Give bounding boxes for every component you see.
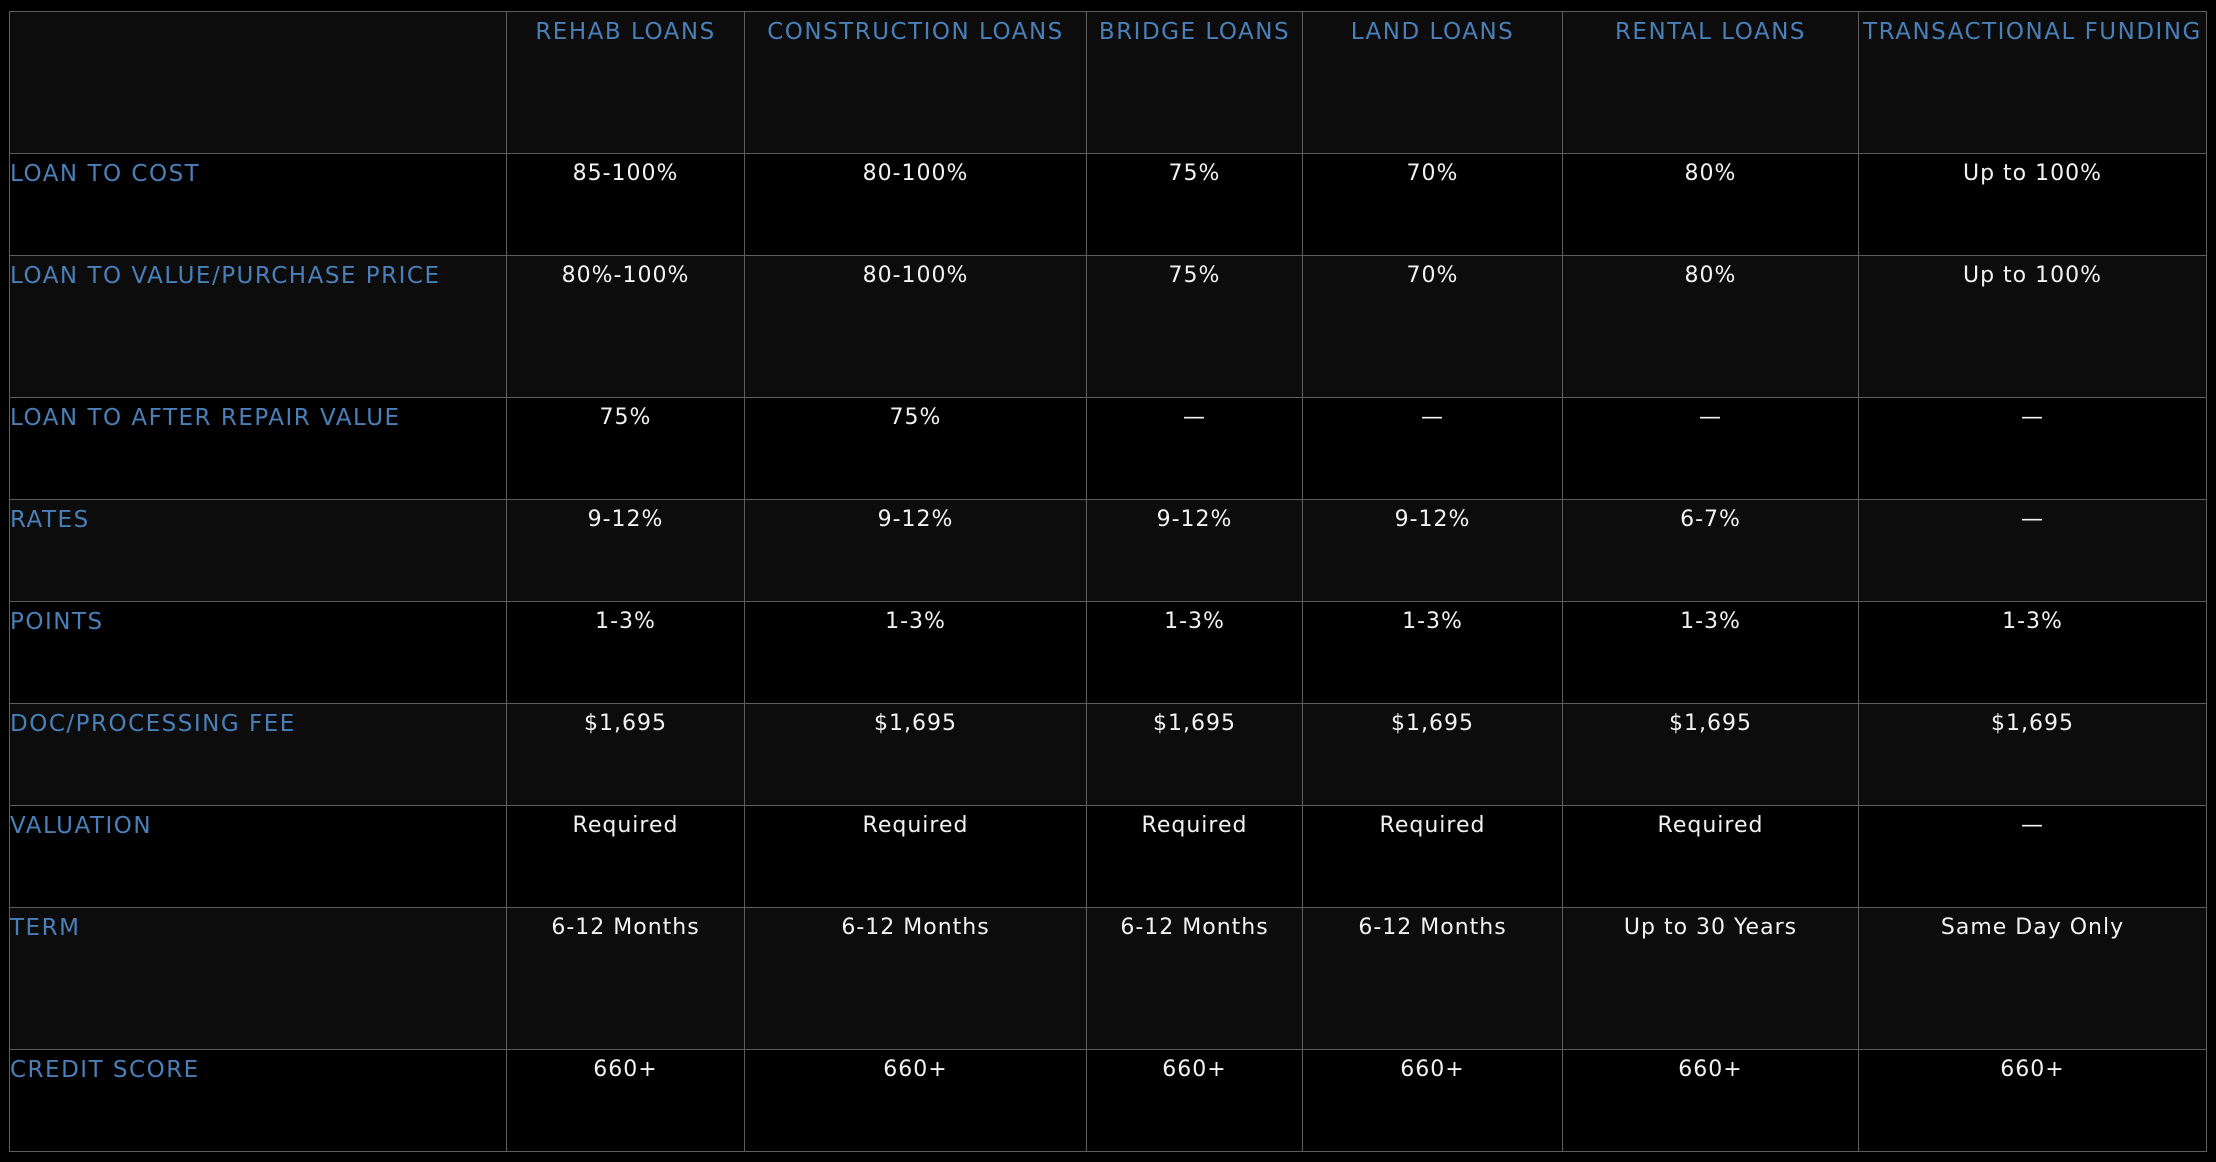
table-cell: 6-12 Months <box>744 907 1087 1050</box>
table-cell: 70% <box>1302 153 1563 256</box>
table-cell: 70% <box>1302 255 1563 398</box>
row-label-rates: RATES <box>9 499 507 602</box>
table-cell: Required <box>506 805 745 908</box>
row-label-term: TERM <box>9 907 507 1050</box>
row-label-loan-to-value: LOAN TO VALUE/PURCHASE PRICE <box>9 255 507 398</box>
table-row-loan-to-cost: LOAN TO COST 85-100% 80-100% 75% 70% 80%… <box>9 153 2207 256</box>
table-cell: $1,695 <box>1086 703 1303 806</box>
table-cell: 1-3% <box>506 601 745 704</box>
table-cell: 660+ <box>1086 1049 1303 1152</box>
table-cell: 6-12 Months <box>1086 907 1303 1050</box>
table-cell: 80% <box>1562 255 1859 398</box>
table-cell: 75% <box>1086 255 1303 398</box>
table-row-credit-score: CREDIT SCORE 660+ 660+ 660+ 660+ 660+ 66… <box>9 1049 2207 1152</box>
table-cell: 1-3% <box>744 601 1087 704</box>
table-cell: 660+ <box>1302 1049 1563 1152</box>
table-cell: — <box>1562 397 1859 500</box>
loan-comparison-table: REHAB LOANS CONSTRUCTION LOANS BRIDGE LO… <box>9 11 2207 1152</box>
column-header-transactional-funding: TRANSACTIONAL FUNDING <box>1858 11 2207 154</box>
table-cell: 80%-100% <box>506 255 745 398</box>
table-cell: 1-3% <box>1302 601 1563 704</box>
column-header-rental-loans: RENTAL LOANS <box>1562 11 1859 154</box>
loan-comparison-table-wrapper: REHAB LOANS CONSTRUCTION LOANS BRIDGE LO… <box>9 11 2207 1154</box>
table-cell: $1,695 <box>1562 703 1859 806</box>
table-row-rates: RATES 9-12% 9-12% 9-12% 9-12% 6-7% — <box>9 499 2207 602</box>
table-cell: 1-3% <box>1562 601 1859 704</box>
table-cell: 6-12 Months <box>1302 907 1563 1050</box>
table-cell: — <box>1858 397 2207 500</box>
table-row-loan-to-after-repair-value: LOAN TO AFTER REPAIR VALUE 75% 75% — — —… <box>9 397 2207 500</box>
table-cell: Up to 30 Years <box>1562 907 1859 1050</box>
table-cell: 660+ <box>744 1049 1087 1152</box>
table-cell: 80-100% <box>744 255 1087 398</box>
table-cell: Up to 100% <box>1858 153 2207 256</box>
table-cell: 1-3% <box>1086 601 1303 704</box>
row-label-doc-processing-fee: DOC/PROCESSING FEE <box>9 703 507 806</box>
table-cell: 85-100% <box>506 153 745 256</box>
table-cell: 9-12% <box>1086 499 1303 602</box>
table-cell: Same Day Only <box>1858 907 2207 1050</box>
table-row-points: POINTS 1-3% 1-3% 1-3% 1-3% 1-3% 1-3% <box>9 601 2207 704</box>
table-cell: 660+ <box>1858 1049 2207 1152</box>
table-cell: Required <box>1086 805 1303 908</box>
column-header-land-loans: LAND LOANS <box>1302 11 1563 154</box>
table-cell: $1,695 <box>1858 703 2207 806</box>
table-row-doc-processing-fee: DOC/PROCESSING FEE $1,695 $1,695 $1,695 … <box>9 703 2207 806</box>
column-header-bridge-loans: BRIDGE LOANS <box>1086 11 1303 154</box>
column-header-rehab-loans: REHAB LOANS <box>506 11 745 154</box>
table-cell: 9-12% <box>506 499 745 602</box>
table-cell: Required <box>1562 805 1859 908</box>
table-cell: 660+ <box>1562 1049 1859 1152</box>
row-label-points: POINTS <box>9 601 507 704</box>
table-row-loan-to-value: LOAN TO VALUE/PURCHASE PRICE 80%-100% 80… <box>9 255 2207 398</box>
table-cell: 6-12 Months <box>506 907 745 1050</box>
table-cell: — <box>1858 805 2207 908</box>
table-cell: — <box>1858 499 2207 602</box>
table-cell: Required <box>744 805 1087 908</box>
table-header-row: REHAB LOANS CONSTRUCTION LOANS BRIDGE LO… <box>9 11 2207 154</box>
table-cell: $1,695 <box>744 703 1087 806</box>
table-row-valuation: VALUATION Required Required Required Req… <box>9 805 2207 908</box>
table-cell: 9-12% <box>744 499 1087 602</box>
table-cell: — <box>1086 397 1303 500</box>
table-row-term: TERM 6-12 Months 6-12 Months 6-12 Months… <box>9 907 2207 1050</box>
table-cell: 75% <box>744 397 1087 500</box>
table-cell: Up to 100% <box>1858 255 2207 398</box>
row-label-loan-to-after-repair-value: LOAN TO AFTER REPAIR VALUE <box>9 397 507 500</box>
table-cell: — <box>1302 397 1563 500</box>
table-cell: 1-3% <box>1858 601 2207 704</box>
row-label-valuation: VALUATION <box>9 805 507 908</box>
row-label-credit-score: CREDIT SCORE <box>9 1049 507 1152</box>
table-cell: 9-12% <box>1302 499 1563 602</box>
table-cell: 660+ <box>506 1049 745 1152</box>
table-cell: 80-100% <box>744 153 1087 256</box>
column-header-construction-loans: CONSTRUCTION LOANS <box>744 11 1087 154</box>
table-cell: 75% <box>506 397 745 500</box>
table-cell: $1,695 <box>506 703 745 806</box>
table-cell: 75% <box>1086 153 1303 256</box>
table-cell: 6-7% <box>1562 499 1859 602</box>
table-cell: 80% <box>1562 153 1859 256</box>
table-cell: Required <box>1302 805 1563 908</box>
row-label-loan-to-cost: LOAN TO COST <box>9 153 507 256</box>
header-corner-cell <box>9 11 507 154</box>
table-cell: $1,695 <box>1302 703 1563 806</box>
